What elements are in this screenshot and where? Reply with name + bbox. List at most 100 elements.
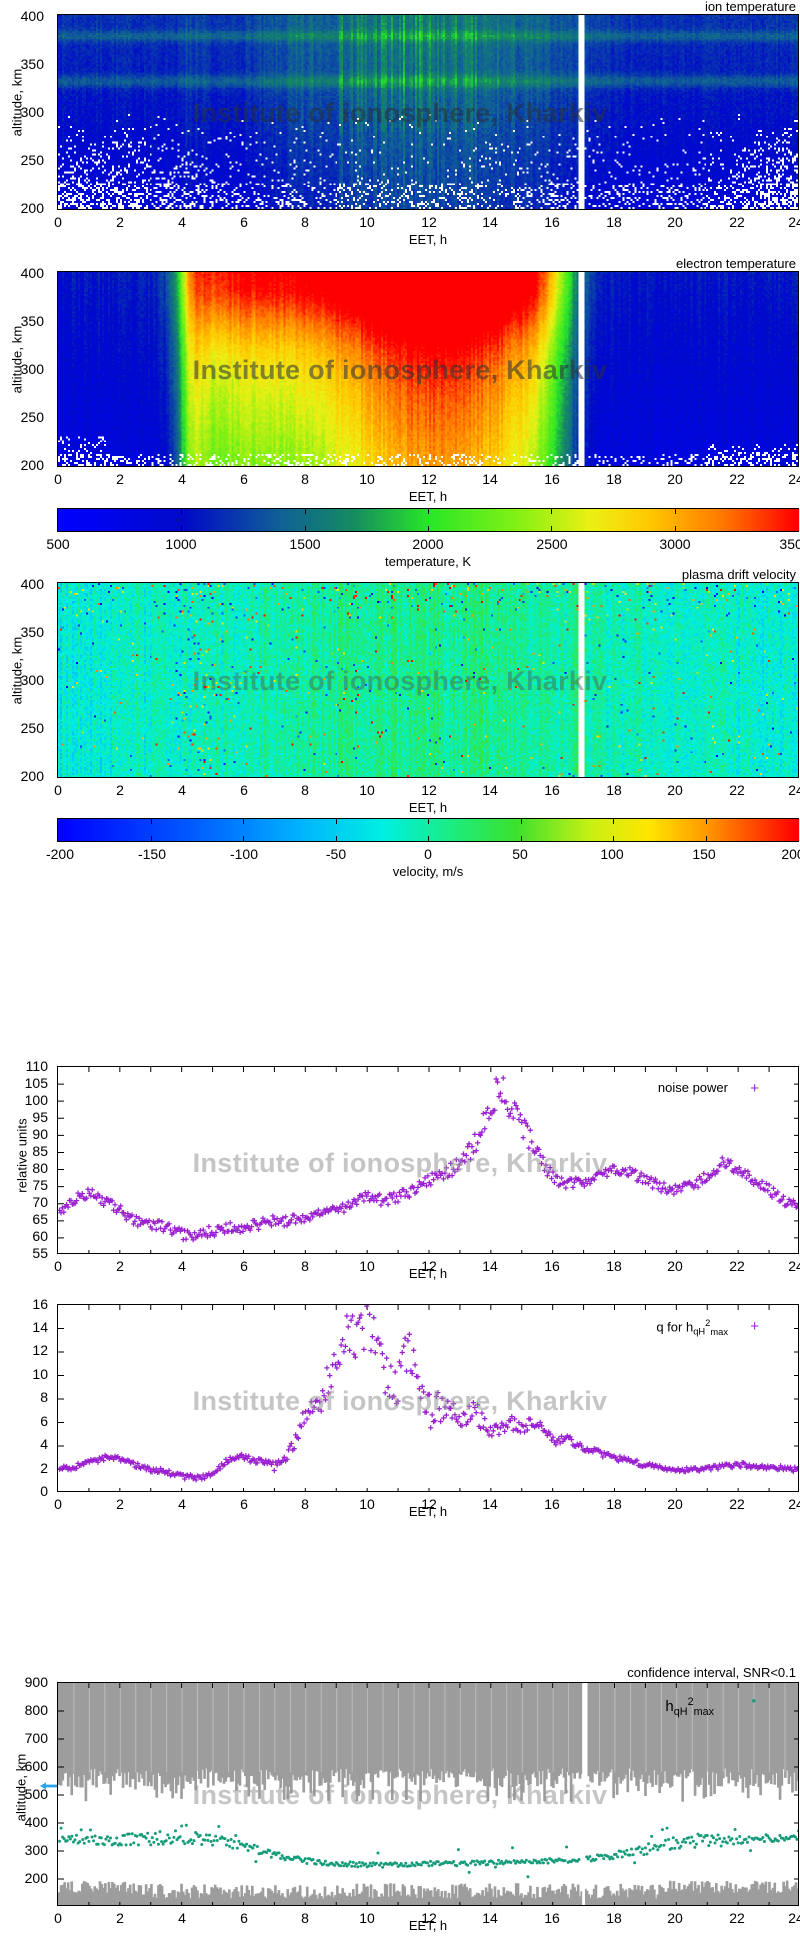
x-axis-title-electron: EET, h: [408, 489, 448, 504]
x-tick-ion-0: 0: [54, 214, 62, 230]
y-tick-ci-300: 300: [24, 1842, 48, 1858]
legend-ci-sup: 2: [687, 1696, 694, 1708]
panel-title-plasma-drift-velocity: plasma drift velocity: [681, 567, 796, 582]
x-tick-el-14: 14: [482, 471, 498, 487]
y-tick-el-250: 250: [20, 409, 44, 425]
legend-q-sub: qH: [693, 1326, 706, 1337]
x-tick-v-0: 0: [54, 782, 62, 798]
y-tick-np-75: 75: [32, 1177, 48, 1193]
x-tick-q-2: 2: [116, 1496, 124, 1512]
velocity-colorbar: [57, 818, 799, 842]
x-tick-ion-12: 12: [421, 214, 437, 230]
x-tick-ion-8: 8: [301, 214, 309, 230]
x-tick-ion-22: 22: [729, 214, 745, 230]
colorbar-temperature-group: 500 1000 1500 2000 2500 3000 3500 temper…: [0, 508, 800, 570]
x-tick-q-6: 6: [240, 1496, 248, 1512]
x-tick-el-16: 16: [544, 471, 560, 487]
y-tick-q-14: 14: [32, 1319, 48, 1335]
cb-vel-tick-m50: -50: [325, 846, 347, 862]
x-tick-ci-20: 20: [667, 1910, 683, 1926]
panel-plasma-drift-velocity: plasma drift velocity altitude, km 400 3…: [0, 567, 800, 823]
x-tick-q-10: 10: [359, 1496, 375, 1512]
legend-marker-q-factor: +: [750, 1318, 759, 1335]
x-tick-v-22: 22: [729, 782, 745, 798]
x-axis-title-noise: EET, h: [408, 1266, 448, 1281]
y-tick-np-60: 60: [32, 1228, 48, 1244]
x-axis-title-q: EET, h: [408, 1504, 448, 1519]
cb-vel-tick-m150: -150: [137, 846, 167, 862]
y-tick-q-12: 12: [32, 1342, 48, 1358]
legend-q-sub2: max: [710, 1326, 728, 1337]
scatter-confidence-interval: [57, 1682, 799, 1906]
x-tick-ion-24: 24: [788, 214, 800, 230]
heatmap-plasma-drift-velocity: [57, 582, 799, 778]
y-tick-ion-200: 200: [20, 200, 44, 216]
cb-temp-tick-2000: 2000: [412, 536, 444, 552]
cb-temp-tick-1500: 1500: [289, 536, 321, 552]
cb-vel-tick-m200: -200: [45, 846, 75, 862]
y-tick-el-200: 200: [20, 457, 44, 473]
colorbar-velocity-group: -200 -150 -100 -50 0 50 100 150 200 velo…: [0, 818, 800, 880]
x-tick-np-16: 16: [544, 1258, 560, 1274]
panel-confidence-interval: confidence interval, SNR<0.1 altitude, k…: [0, 1665, 800, 1958]
legend-label-hqh-max: hqH2max: [665, 1696, 714, 1718]
cb-vel-tick-100: 100: [600, 846, 624, 862]
legend-label-noise-power: noise power: [657, 1080, 728, 1095]
x-tick-q-20: 20: [667, 1496, 683, 1512]
x-tick-ci-14: 14: [482, 1910, 498, 1926]
x-tick-np-0: 0: [54, 1258, 62, 1274]
x-axis-title-ion: EET, h: [408, 232, 448, 247]
x-tick-np-10: 10: [359, 1258, 375, 1274]
cb-vel-tick-200: 200: [781, 846, 800, 862]
x-tick-v-24: 24: [788, 782, 800, 798]
x-tick-np-20: 20: [667, 1258, 683, 1274]
scatter-q-factor: [57, 1304, 799, 1492]
x-tick-q-16: 16: [544, 1496, 560, 1512]
x-tick-q-0: 0: [54, 1496, 62, 1512]
colorbar-title-velocity: velocity, m/s: [392, 864, 464, 879]
x-tick-v-4: 4: [178, 782, 186, 798]
y-tick-q-4: 4: [40, 1436, 48, 1452]
y-tick-ci-900: 900: [24, 1674, 48, 1690]
cb-vel-tick-m100: -100: [229, 846, 259, 862]
y-tick-np-95: 95: [32, 1109, 48, 1125]
legend-ci-prefix: h: [665, 1698, 674, 1715]
x-tick-ci-4: 4: [178, 1910, 186, 1926]
y-tick-q-10: 10: [32, 1366, 48, 1382]
x-tick-v-20: 20: [667, 782, 683, 798]
x-tick-el-4: 4: [178, 471, 186, 487]
x-tick-el-12: 12: [421, 471, 437, 487]
y-tick-np-85: 85: [32, 1143, 48, 1159]
x-axis-title-confidence: EET, h: [408, 1918, 448, 1933]
y-tick-v-200: 200: [20, 768, 44, 784]
hqh-marker-arrow-icon: [40, 1778, 58, 1790]
y-tick-np-65: 65: [32, 1211, 48, 1227]
cb-temp-tick-2500: 2500: [536, 536, 568, 552]
y-tick-ion-250: 250: [20, 152, 44, 168]
x-tick-el-0: 0: [54, 471, 62, 487]
x-tick-q-8: 8: [301, 1496, 309, 1512]
x-tick-ci-10: 10: [359, 1910, 375, 1926]
legend-ci-sub: qH: [673, 1706, 688, 1718]
cb-vel-tick-0: 0: [424, 846, 432, 862]
x-tick-v-6: 6: [240, 782, 248, 798]
legend-marker-hqh-max: •: [751, 1693, 756, 1708]
cb-vel-tick-150: 150: [692, 846, 716, 862]
heatmap-electron-temperature: [57, 271, 799, 467]
x-tick-v-12: 12: [421, 782, 437, 798]
x-tick-el-22: 22: [729, 471, 745, 487]
y-tick-q-16: 16: [32, 1296, 48, 1312]
x-tick-q-24: 24: [788, 1496, 800, 1512]
y-tick-np-70: 70: [32, 1194, 48, 1210]
x-tick-el-20: 20: [667, 471, 683, 487]
x-tick-ion-18: 18: [606, 214, 622, 230]
y-tick-np-110: 110: [25, 1058, 48, 1074]
y-tick-el-400: 400: [20, 265, 44, 281]
y-tick-v-300: 300: [20, 672, 44, 688]
scatter-noise-power: [57, 1066, 799, 1254]
x-tick-ion-10: 10: [359, 214, 375, 230]
y-tick-q-0: 0: [40, 1483, 48, 1499]
x-tick-ci-16: 16: [544, 1910, 560, 1926]
x-tick-np-18: 18: [606, 1258, 622, 1274]
